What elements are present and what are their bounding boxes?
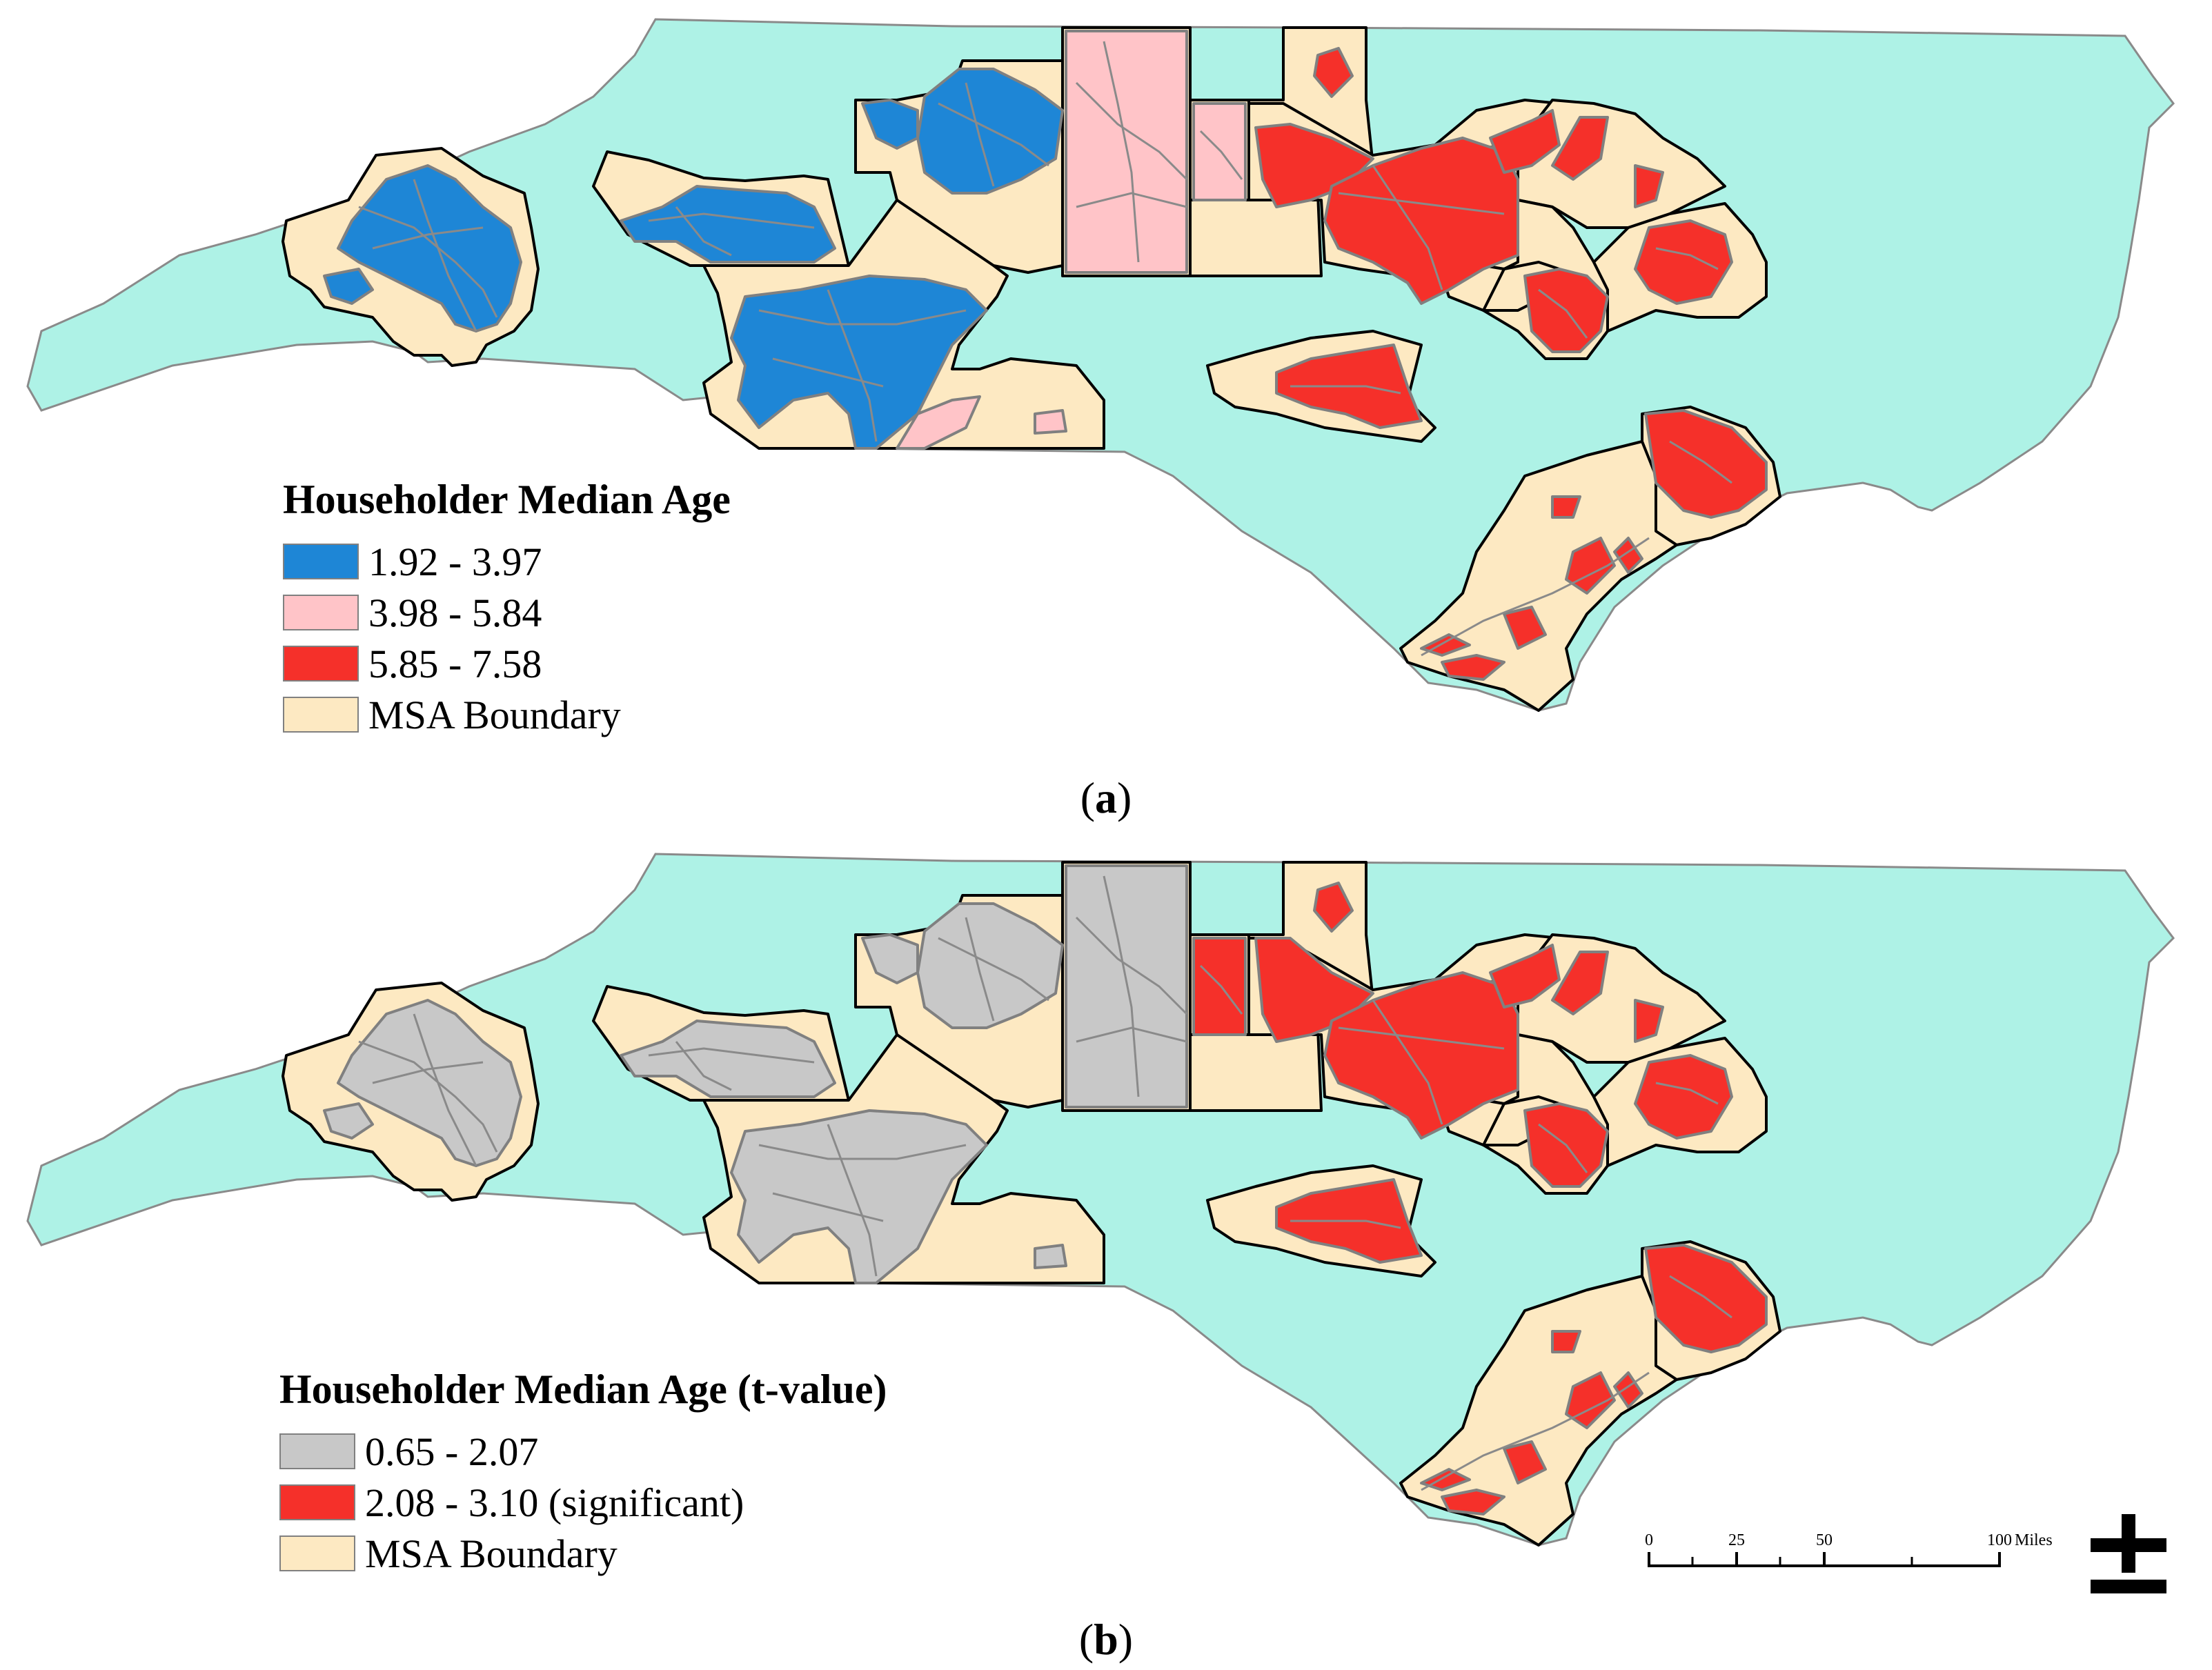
legend-swatch [283, 646, 359, 682]
legend-label: 5.85 - 7.58 [368, 641, 542, 686]
legend-title: Householder Median Age (t-value) [279, 1366, 887, 1412]
legend-swatch [283, 697, 359, 733]
legend-label: 3.98 - 5.84 [368, 590, 542, 635]
legend-swatch [279, 1433, 355, 1469]
legend-b: Householder Median Age (t-value) 0.65 - … [279, 1366, 887, 1579]
legend-item: MSA Boundary [283, 689, 731, 740]
caption-a: (a) [1080, 773, 1132, 822]
legend-item: 2.08 - 3.10 (significant) [279, 1477, 887, 1528]
caption-b: (b) [1078, 1615, 1134, 1664]
tract-lines-a [358, 41, 1732, 657]
legend-label: 0.65 - 2.07 [365, 1429, 539, 1474]
map-b [26, 853, 2175, 1547]
scale-bar: 0 25 50 100 Miles [1645, 1531, 2053, 1567]
scale-tick-label: 25 [1728, 1531, 1745, 1549]
legend-swatch [283, 595, 359, 630]
map-panel-b: Householder Median Age (t-value) 0.65 - … [0, 835, 2212, 1670]
legend-swatch [279, 1484, 355, 1520]
scale-tick-label: 50 [1816, 1531, 1833, 1549]
legend-a: Householder Median Age 1.92 - 3.97 3.98 … [283, 476, 731, 740]
scale-unit-label: Miles [2015, 1531, 2053, 1549]
legend-label: MSA Boundary [365, 1531, 618, 1576]
tract-lines-b [358, 875, 1732, 1491]
legend-item: 1.92 - 3.97 [283, 536, 731, 587]
legend-label: 1.92 - 3.97 [368, 539, 542, 584]
legend-title: Householder Median Age [283, 477, 731, 522]
legend-label: MSA Boundary [368, 692, 621, 737]
map-panel-a: Householder Median Age 1.92 - 3.97 3.98 … [26, 18, 2175, 822]
legend-swatch [283, 544, 359, 579]
legend-item: 0.65 - 2.07 [279, 1426, 887, 1477]
scale-tick-label: 0 [1645, 1531, 1653, 1549]
scale-tick-label: 100 [1987, 1531, 2012, 1549]
legend-item: MSA Boundary [279, 1528, 887, 1579]
legend-item: 3.98 - 5.84 [283, 587, 731, 638]
legend-item: 5.85 - 7.58 [283, 638, 731, 689]
legend-swatch [279, 1535, 355, 1571]
zones-red [1254, 47, 1768, 681]
north-arrow-icon [2091, 1514, 2166, 1593]
legend-label: 2.08 - 3.10 (significant) [365, 1480, 744, 1525]
map-a [26, 18, 2175, 712]
